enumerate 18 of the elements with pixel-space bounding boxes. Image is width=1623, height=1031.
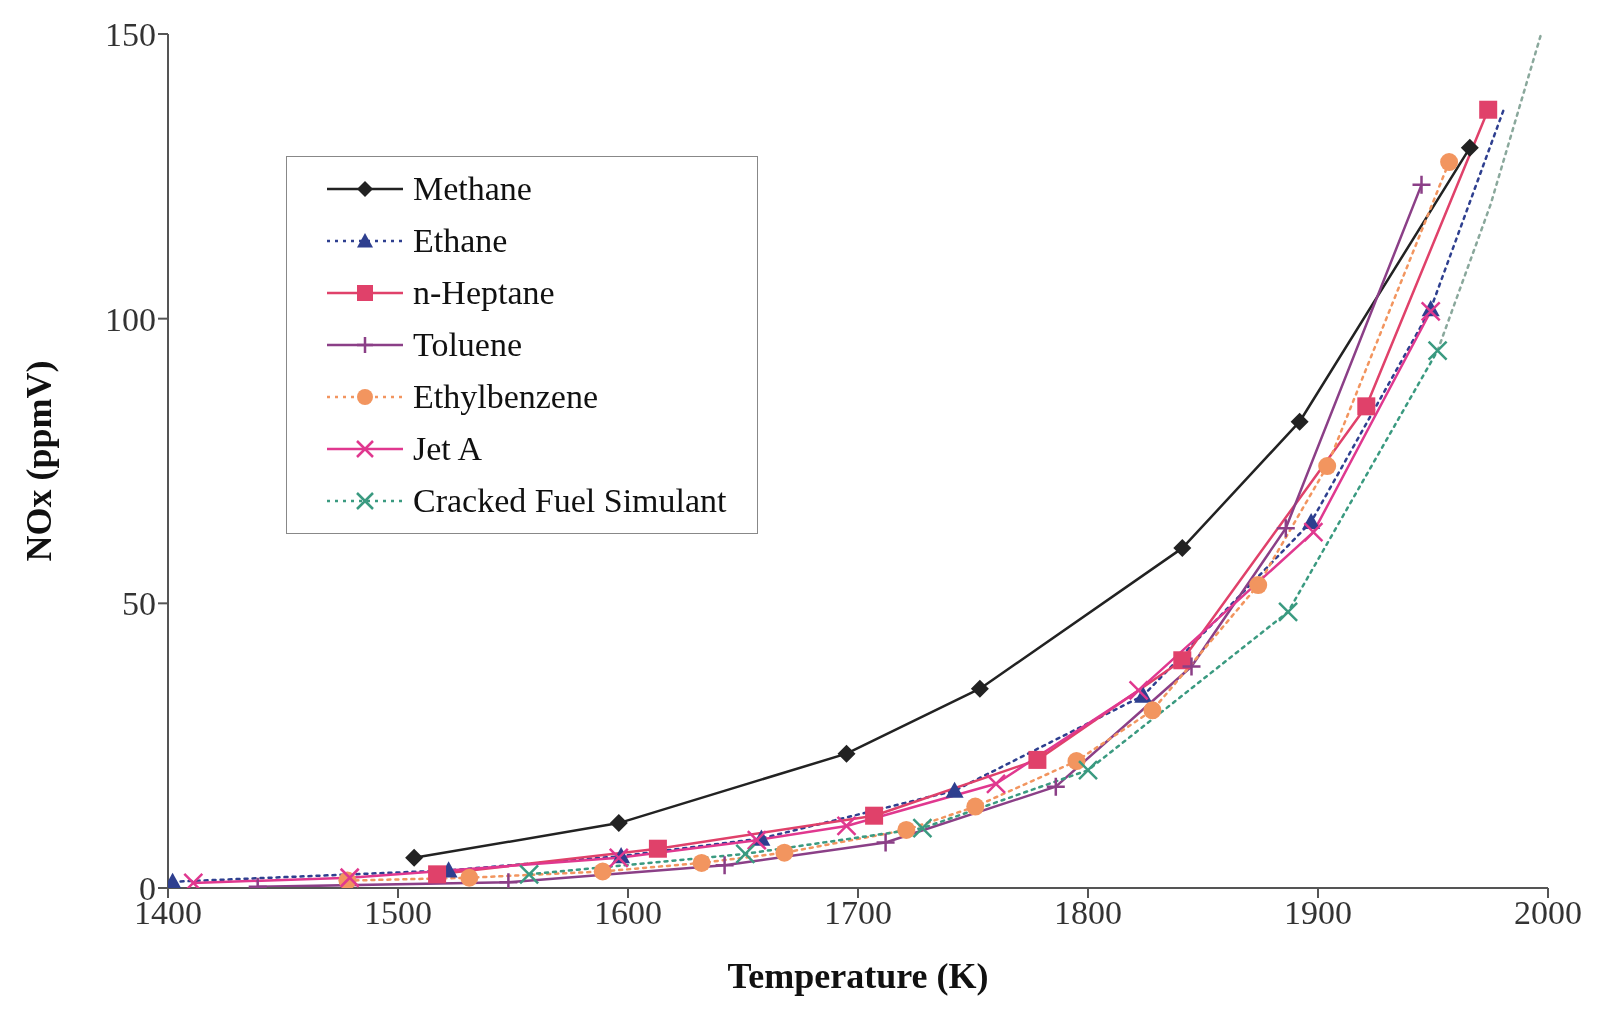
y-tick-label: 150 xyxy=(105,16,156,54)
legend-label: Ethylbenzene xyxy=(413,378,599,416)
legend-label: Jet A xyxy=(413,430,482,468)
y-tick-label: 50 xyxy=(122,585,156,623)
x-tick-label: 1900 xyxy=(1284,894,1352,932)
legend-label: Cracked Fuel Simulant xyxy=(413,482,727,520)
x-tick-label: 1500 xyxy=(364,894,432,932)
legend-label: Ethane xyxy=(413,222,508,260)
y-tick-label: 100 xyxy=(105,300,156,338)
x-tick-label: 2000 xyxy=(1514,894,1582,932)
y-axis-title: NOx (ppmV) xyxy=(18,360,59,562)
x-tick-label: 1800 xyxy=(1054,894,1122,932)
legend-label: n-Heptane xyxy=(413,274,555,312)
legend-label: Methane xyxy=(413,170,532,208)
x-axis-title: Temperature (K) xyxy=(727,956,989,996)
legend-label: Toluene xyxy=(413,326,523,364)
x-tick-label: 1600 xyxy=(594,894,662,932)
x-tick-label: 1700 xyxy=(824,894,892,932)
